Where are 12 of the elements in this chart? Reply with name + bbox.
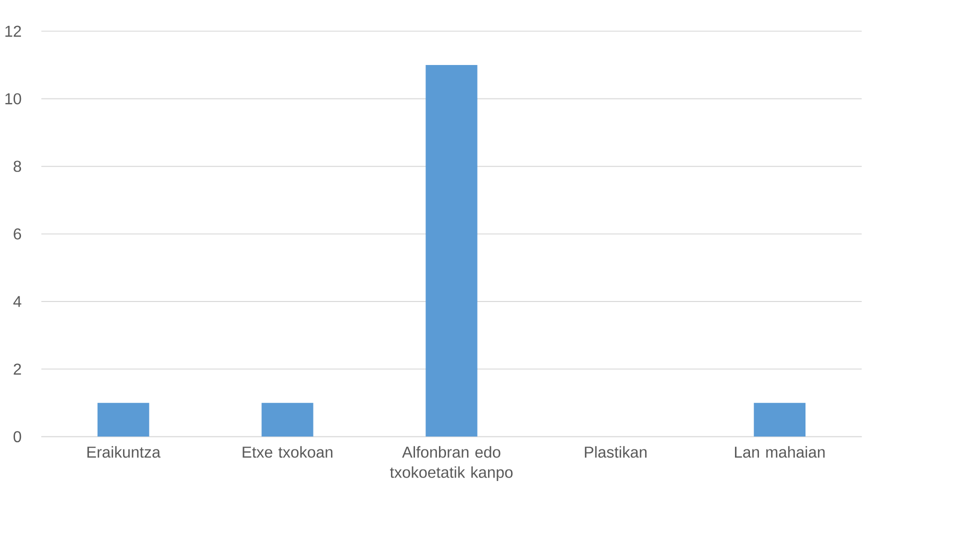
y-tick-label: 12 (5, 25, 21, 36)
x-tick-label: Alfonbran edo txokoetatik kanpo (390, 446, 513, 481)
y-tick-label: 6 (14, 228, 22, 240)
y-tick-label: 10 (5, 93, 22, 104)
x-tick-label: Eraikuntza (87, 446, 161, 458)
y-tick-label: 4 (13, 296, 22, 307)
x-tick-label: Plastikan (584, 446, 647, 458)
x-tick-label: Lan mahaian (734, 446, 825, 458)
y-tick-label: 2 (14, 363, 21, 374)
x-tick-label: Etxe txokoan (242, 446, 332, 458)
y-tick-label: 0 (14, 430, 22, 442)
y-tick-label: 8 (14, 160, 22, 172)
